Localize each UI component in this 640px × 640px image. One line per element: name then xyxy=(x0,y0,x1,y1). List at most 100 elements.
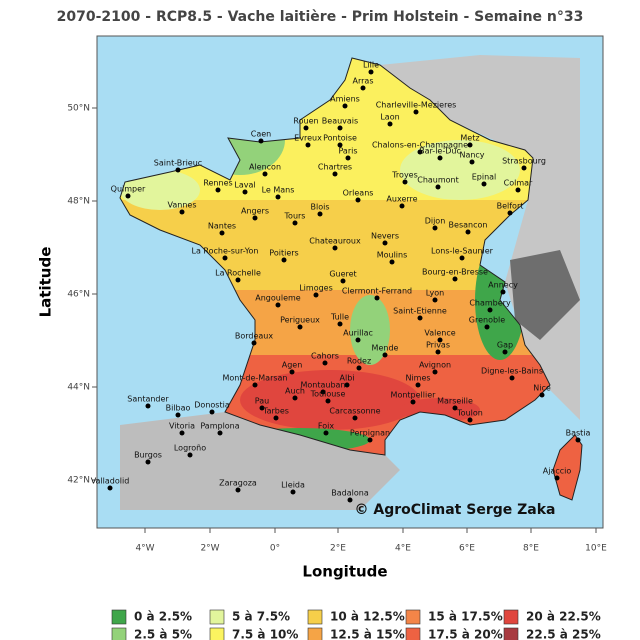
y-tick-label: 44°N xyxy=(67,383,90,393)
map-title: 2070-2100 - RCP8.5 - Vache laitière - Pr… xyxy=(57,9,584,25)
city-label: Chambery xyxy=(469,299,511,308)
city-dot xyxy=(387,121,393,127)
city-label: Limoges xyxy=(299,284,333,293)
city-dot xyxy=(235,277,241,283)
legend-swatch xyxy=(503,609,519,625)
city-label: Digne-les-Bains xyxy=(481,367,543,376)
city-dot xyxy=(432,369,438,375)
city-label: Angouleme xyxy=(255,294,301,303)
city-dot xyxy=(360,85,366,91)
city-dot xyxy=(432,297,438,303)
city-dot xyxy=(355,337,361,343)
city-dot xyxy=(175,412,181,418)
x-tick-label: 6°E xyxy=(459,544,475,554)
legend-label: 12.5 à 15% xyxy=(330,628,405,640)
city-dot xyxy=(399,203,405,209)
city-dot xyxy=(417,315,423,321)
city-dot xyxy=(459,255,465,261)
city-label: Montpellier xyxy=(391,391,437,400)
city-label: Clermont-Ferrand xyxy=(342,287,412,296)
city-label: Albi xyxy=(340,374,355,383)
x-tick-label: 8°E xyxy=(523,544,539,554)
city-dot xyxy=(484,324,490,330)
city-dot xyxy=(252,215,258,221)
city-label: Vitoria xyxy=(169,422,195,431)
city-label: Rennes xyxy=(203,179,232,188)
city-dot xyxy=(259,405,265,411)
city-label: Laval xyxy=(234,181,255,190)
city-dot xyxy=(215,187,221,193)
city-label: Poitiers xyxy=(269,249,298,258)
city-dot xyxy=(502,349,508,355)
city-label: Bastia xyxy=(566,429,591,438)
city-label: Orleans xyxy=(343,189,374,198)
city-dot xyxy=(235,487,241,493)
legend-swatch xyxy=(405,627,421,640)
city-dot xyxy=(367,437,373,443)
city-dot xyxy=(435,349,441,355)
y-tick-label: 48°N xyxy=(67,197,90,207)
city-label: Foix xyxy=(318,422,334,431)
legend-label: 20 à 22.5% xyxy=(526,610,601,624)
city-label: Gap xyxy=(497,341,513,350)
x-tick-label: 10°E xyxy=(585,544,607,554)
city-label: Tours xyxy=(284,212,306,221)
city-dot xyxy=(337,142,343,148)
city-dot xyxy=(509,375,515,381)
city-dot xyxy=(179,209,185,215)
map-frame xyxy=(96,35,604,529)
city-label: Epinal xyxy=(472,173,497,182)
city-dot xyxy=(382,352,388,358)
city-dot xyxy=(320,389,326,395)
city-dot xyxy=(342,103,348,109)
city-dot xyxy=(145,459,151,465)
city-dot xyxy=(325,398,331,404)
city-label: Lyon xyxy=(426,289,444,298)
city-dot xyxy=(452,276,458,282)
city-label: Mende xyxy=(372,344,399,353)
city-dot xyxy=(262,171,268,177)
city-dot xyxy=(317,211,323,217)
city-label: Belfort xyxy=(497,202,524,211)
legend-label: 0 à 2.5% xyxy=(134,610,192,624)
city-dot xyxy=(275,302,281,308)
city-dot xyxy=(303,125,309,131)
city-dot xyxy=(500,289,506,295)
legend-swatch xyxy=(111,609,127,625)
city-label: Perpignan xyxy=(350,429,390,438)
city-label: Pamplona xyxy=(200,422,239,431)
city-dot xyxy=(467,142,473,148)
legend-label: 10 à 12.5% xyxy=(330,610,405,624)
alps-relief xyxy=(510,250,580,340)
city-label: Nancy xyxy=(459,151,484,160)
city-dot xyxy=(487,307,493,313)
city-label: Dijon xyxy=(425,217,446,226)
city-label: Nantes xyxy=(208,222,236,231)
city-dot xyxy=(413,109,419,115)
city-dot xyxy=(355,197,361,203)
city-label: Nevers xyxy=(371,232,399,241)
legend-label: 22.5 à 25% xyxy=(526,628,601,640)
city-label: Troyes xyxy=(391,171,418,180)
city-label: Alencon xyxy=(249,163,281,172)
city-dot xyxy=(469,159,475,165)
city-label: Valence xyxy=(424,329,455,338)
y-tick-label: 46°N xyxy=(67,290,90,300)
city-label: Grenoble xyxy=(469,316,506,325)
city-dot xyxy=(289,369,295,375)
y-tick-label: 42°N xyxy=(67,476,90,486)
city-dot xyxy=(187,452,193,458)
city-label: Carcassonne xyxy=(329,407,380,416)
city-label: Charleville-Mezieres xyxy=(376,101,457,110)
city-label: Le Mans xyxy=(262,186,295,195)
city-dot xyxy=(415,382,421,388)
city-label: Caen xyxy=(251,130,271,139)
city-dot xyxy=(145,403,151,409)
city-dot xyxy=(402,179,408,185)
city-dot xyxy=(432,225,438,231)
city-label: Bilbao xyxy=(166,404,191,413)
city-label: Besancon xyxy=(449,221,488,230)
city-dot xyxy=(417,149,423,155)
city-dot xyxy=(356,365,362,371)
city-label: Pontoise xyxy=(323,134,357,143)
